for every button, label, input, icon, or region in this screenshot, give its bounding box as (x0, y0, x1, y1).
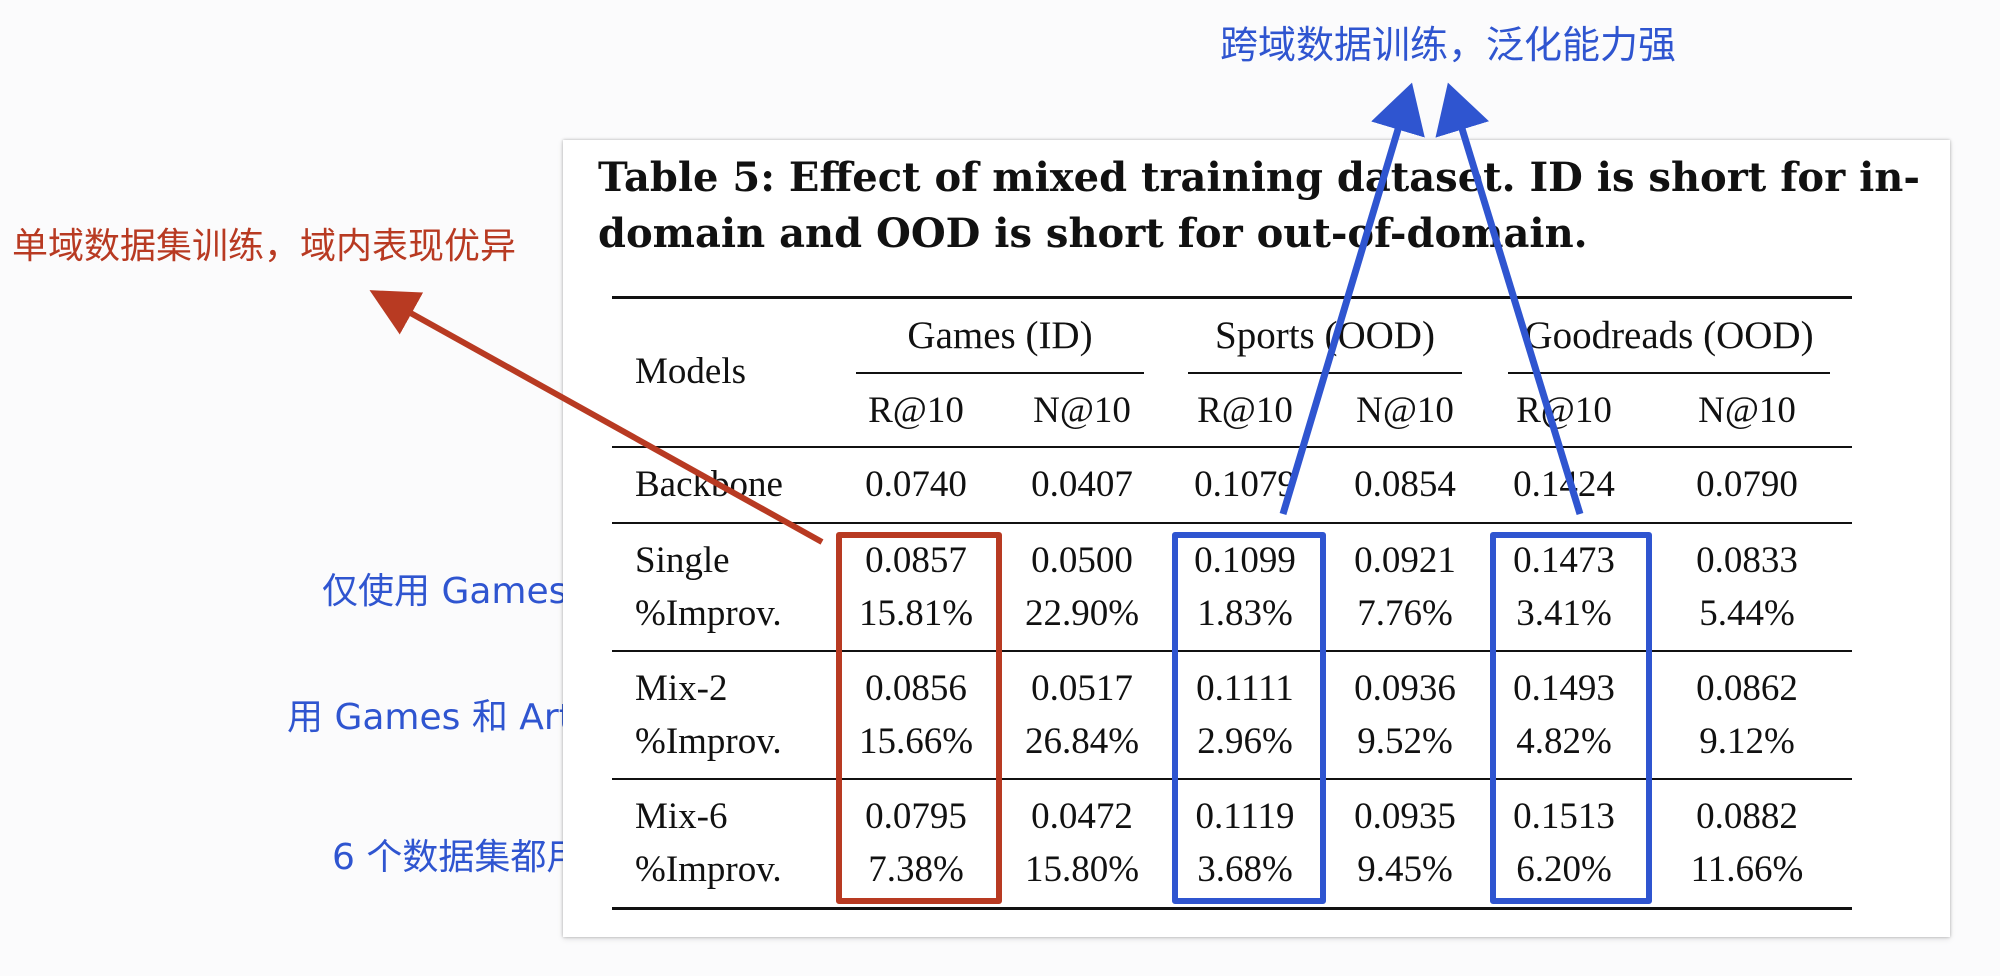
arrow-blue-goodreads (1435, 82, 1584, 516)
table-top-rule (612, 296, 1852, 299)
table-cell: 1.83% (1197, 593, 1293, 634)
group-header-games: Games (ID) (907, 314, 1093, 357)
table-cell: 0.0935 (1354, 796, 1456, 837)
table-cell: 22.90% (1024, 593, 1140, 634)
row-rule-2 (612, 650, 1852, 652)
table-cell: 5.44% (1699, 593, 1795, 634)
models-header: Models (635, 351, 746, 392)
table-caption: Table 5: Effect of mixed training datase… (598, 150, 1920, 262)
metric-header: N@10 (1698, 390, 1796, 431)
table-cell: 15.81% (858, 593, 974, 634)
row-label-mix2: Mix-2 (635, 668, 728, 709)
table-cell: 15.80% (1024, 849, 1140, 890)
table-card (563, 140, 1950, 937)
table-cell: 7.76% (1357, 593, 1453, 634)
table-cell: 0.0862 (1696, 668, 1798, 709)
header-bottom-rule (612, 446, 1852, 448)
table-cell: 0.0517 (1031, 668, 1133, 709)
highlight-box-sports-recall (1172, 532, 1326, 904)
table-cell: 9.45% (1357, 849, 1453, 890)
table-cell: 3.68% (1197, 849, 1293, 890)
table-cell: 0.0740 (865, 464, 967, 505)
table-cell: 9.52% (1357, 721, 1453, 762)
table-bottom-rule (612, 907, 1852, 910)
row-label-improv: %Improv. (635, 721, 782, 762)
table-cell: 0.1119 (1195, 796, 1295, 837)
table-cell: 0.0833 (1696, 540, 1798, 581)
table-cell: 26.84% (1024, 721, 1140, 762)
arrow-red (369, 290, 824, 545)
table-cell: 15.66% (858, 721, 974, 762)
caption-line-2: domain and OOD is short for out-of-domai… (598, 210, 1588, 257)
table-cell: 4.82% (1516, 721, 1612, 762)
annotation-row-mix2: 用 Games 和 Arts (287, 697, 592, 738)
row-rule-3 (612, 778, 1852, 780)
table-cell: 0.0795 (865, 796, 967, 837)
metric-header: R@10 (1516, 390, 1612, 431)
table-cell: 9.12% (1699, 721, 1795, 762)
group-header-sports: Sports (OOD) (1215, 314, 1435, 357)
row-label-single: Single (635, 540, 730, 581)
arrow-blue-sports (1279, 82, 1425, 516)
table-cell: 11.66% (1690, 849, 1804, 890)
table-cell: 0.0472 (1031, 796, 1133, 837)
table-cell: 0.0854 (1354, 464, 1456, 505)
table-cell: 0.0936 (1354, 668, 1456, 709)
caption-line-1: Table 5: Effect of mixed training datase… (598, 154, 1920, 201)
table-cell: 3.41% (1516, 593, 1612, 634)
table-cell: 6.20% (1516, 849, 1612, 890)
table-cell: 7.38% (868, 849, 964, 890)
table-cell: 0.1493 (1513, 668, 1615, 709)
table-cell: 0.0790 (1696, 464, 1798, 505)
table-cell: 0.0856 (865, 668, 967, 709)
table-cell: 0.0500 (1031, 540, 1133, 581)
highlight-box-games-recall (836, 532, 1002, 904)
metric-header: R@10 (868, 390, 964, 431)
row-label-mix6: Mix-6 (635, 796, 728, 837)
annotation-single-domain: 单域数据集训练，域内表现优异 (12, 226, 517, 267)
table-cell: 0.1473 (1513, 540, 1615, 581)
row-rule-1 (612, 522, 1852, 524)
table-cell: 0.0882 (1696, 796, 1798, 837)
metric-header: R@10 (1197, 390, 1293, 431)
annotation-row-mix6: 6 个数据集都用 (332, 837, 583, 878)
annotation-row-single: 仅使用 Games (322, 571, 568, 612)
group-rule-games (856, 372, 1144, 374)
table-cell: 0.0407 (1031, 464, 1133, 505)
table-cell: 0.1513 (1513, 796, 1615, 837)
table-cell: 0.1079 (1194, 464, 1296, 505)
table-cell: 0.0857 (865, 540, 967, 581)
row-label-backbone: Backbone (635, 464, 783, 505)
group-header-goodreads: Goodreads (OOD) (1524, 314, 1814, 357)
metric-header: N@10 (1356, 390, 1454, 431)
group-rule-goodreads (1508, 372, 1830, 374)
annotation-cross-domain: 跨域数据训练，泛化能力强 (1220, 23, 1677, 67)
table-cell: 0.1099 (1194, 540, 1296, 581)
row-label-improv: %Improv. (635, 593, 782, 634)
highlight-box-goodreads-recall (1490, 532, 1652, 904)
table-cell: 0.1111 (1196, 668, 1294, 709)
metric-header: N@10 (1033, 390, 1131, 431)
row-label-improv: %Improv. (635, 849, 782, 890)
table-cell: 0.0921 (1354, 540, 1456, 581)
table-cell: 2.96% (1197, 721, 1293, 762)
